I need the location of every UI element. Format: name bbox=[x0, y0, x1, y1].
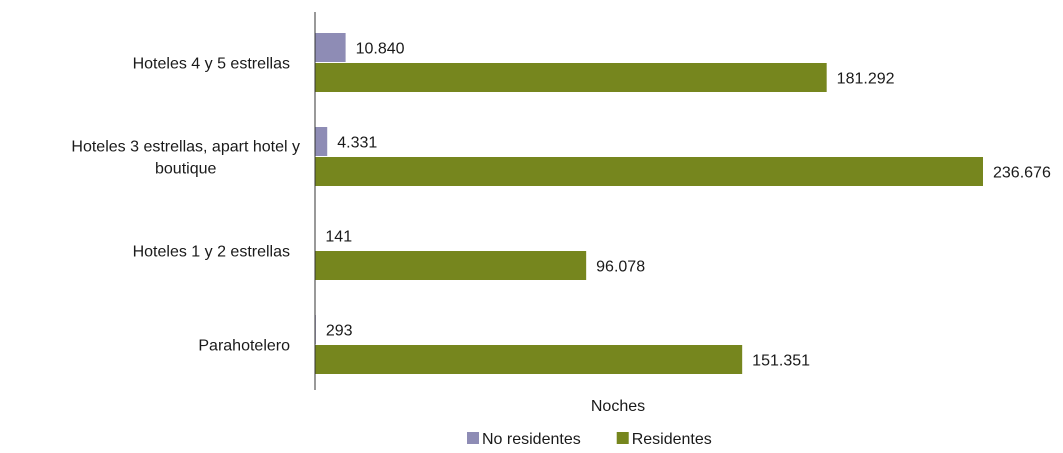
legend-label-residentes: Residentes bbox=[632, 431, 712, 448]
legend-label-no-residentes: No residentes bbox=[482, 431, 581, 448]
value-labels: 10.840 181.292 4.331 236.676 141 96.078 293 151… bbox=[325, 41, 1051, 370]
value-label-residentes-0: 181.292 bbox=[837, 71, 895, 88]
bar-residentes-3 bbox=[315, 345, 743, 374]
category-label-3: Parahotelero bbox=[198, 338, 290, 355]
bar-no-residentes-1 bbox=[315, 127, 328, 156]
value-label-no-residentes-2: 141 bbox=[325, 229, 352, 246]
value-label-no-residentes-1: 4.331 bbox=[337, 135, 377, 152]
legend-swatch-residentes bbox=[616, 432, 629, 444]
value-label-no-residentes-0: 10.840 bbox=[356, 41, 405, 58]
value-label-residentes-1: 236.676 bbox=[993, 165, 1051, 182]
x-axis-title: Noches bbox=[591, 398, 645, 415]
legend: No residentes Residentes bbox=[467, 431, 712, 448]
value-label-residentes-3: 151.351 bbox=[752, 353, 810, 370]
category-label-0: Hoteles 4 y 5 estrellas bbox=[133, 56, 290, 73]
category-label-2: Hoteles 1 y 2 estrellas bbox=[133, 244, 290, 261]
bars-group bbox=[315, 33, 983, 374]
legend-swatch-no-residentes bbox=[467, 432, 479, 444]
category-labels: Hoteles 4 y 5 estrellas Hoteles 3 estrell… bbox=[71, 56, 300, 355]
bar-residentes-2 bbox=[315, 251, 587, 280]
value-label-no-residentes-3: 293 bbox=[326, 323, 353, 340]
value-label-residentes-2: 96.078 bbox=[596, 259, 645, 276]
bar-residentes-1 bbox=[315, 157, 983, 186]
category-label-1: Hoteles 3 estrellas, apart hotel y boutiq… bbox=[71, 139, 300, 178]
bar-no-residentes-0 bbox=[315, 33, 346, 62]
bar-residentes-0 bbox=[315, 63, 827, 92]
